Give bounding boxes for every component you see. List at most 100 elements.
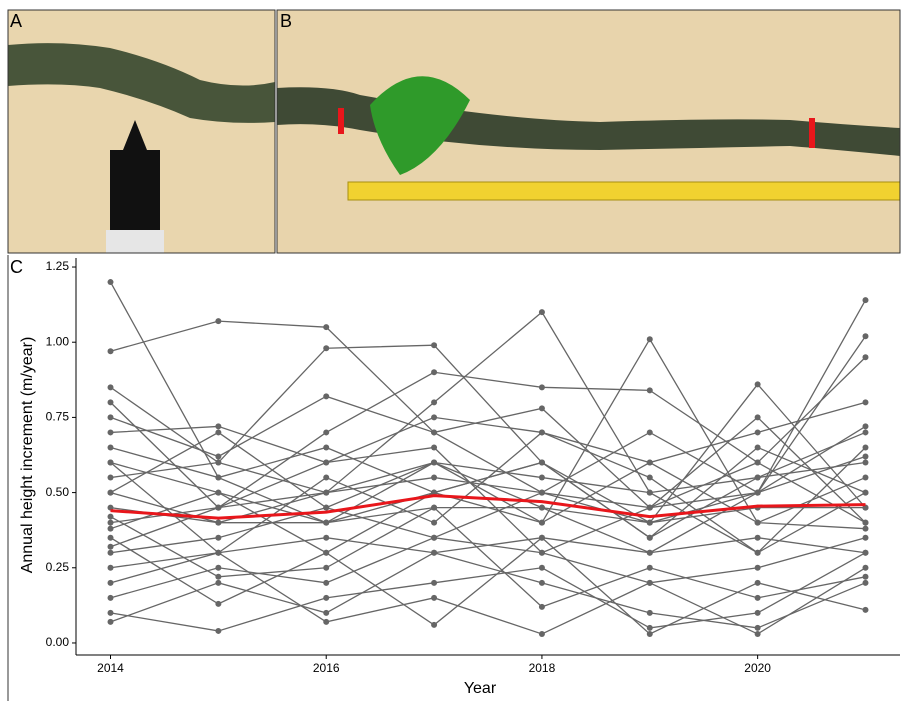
data-point <box>539 490 545 496</box>
data-point <box>108 526 114 532</box>
data-point <box>862 475 868 481</box>
data-point <box>647 429 653 435</box>
data-point <box>108 444 114 450</box>
data-point <box>755 625 761 631</box>
data-point <box>647 550 653 556</box>
data-point <box>108 544 114 550</box>
data-point <box>323 429 329 435</box>
data-point <box>862 535 868 541</box>
data-point <box>647 387 653 393</box>
series-line <box>111 282 866 553</box>
series-line <box>111 553 866 631</box>
data-point <box>323 444 329 450</box>
data-point <box>862 429 868 435</box>
data-point <box>323 619 329 625</box>
data-point <box>755 475 761 481</box>
data-point <box>862 444 868 450</box>
data-point <box>108 399 114 405</box>
data-point <box>323 520 329 526</box>
data-point <box>755 520 761 526</box>
data-point <box>862 490 868 496</box>
data-point <box>755 565 761 571</box>
data-point <box>108 595 114 601</box>
data-point <box>862 354 868 360</box>
data-point <box>755 490 761 496</box>
data-point <box>323 345 329 351</box>
data-point <box>431 429 437 435</box>
data-point <box>647 490 653 496</box>
data-point <box>431 369 437 375</box>
data-point <box>108 565 114 571</box>
data-point <box>647 565 653 571</box>
data-point <box>755 414 761 420</box>
data-point <box>647 631 653 637</box>
data-point <box>431 505 437 511</box>
data-point <box>215 565 221 571</box>
data-point <box>862 550 868 556</box>
data-point <box>108 384 114 390</box>
data-point <box>539 550 545 556</box>
x-tick-label: 2020 <box>744 661 771 675</box>
series-line <box>111 553 866 634</box>
data-point <box>431 520 437 526</box>
data-point <box>647 520 653 526</box>
x-tick-label: 2018 <box>529 661 556 675</box>
y-tick-label: 0.25 <box>46 560 70 574</box>
data-point <box>108 619 114 625</box>
data-point <box>539 309 545 315</box>
data-point <box>323 324 329 330</box>
data-point <box>108 279 114 285</box>
data-point <box>647 610 653 616</box>
y-tick-label: 0.00 <box>46 635 70 649</box>
data-point <box>431 342 437 348</box>
cut-marker <box>338 108 344 134</box>
data-point <box>431 550 437 556</box>
panel-label: B <box>280 11 292 31</box>
data-point <box>539 405 545 411</box>
data-point <box>215 535 221 541</box>
data-point <box>755 429 761 435</box>
data-point <box>647 625 653 631</box>
data-point <box>323 550 329 556</box>
data-point <box>539 505 545 511</box>
data-point <box>108 514 114 520</box>
data-point <box>431 399 437 405</box>
data-point <box>108 414 114 420</box>
figure: A B C Year Annual height increment (m/ye… <box>0 0 901 701</box>
data-point <box>539 535 545 541</box>
data-point <box>323 460 329 466</box>
data-point <box>431 622 437 628</box>
series-line <box>111 538 866 568</box>
data-point <box>647 580 653 586</box>
data-point <box>215 601 221 607</box>
data-point <box>862 526 868 532</box>
data-point <box>323 393 329 399</box>
data-point <box>215 505 221 511</box>
data-point <box>108 580 114 586</box>
data-point <box>862 574 868 580</box>
data-point <box>431 460 437 466</box>
data-point <box>755 460 761 466</box>
data-point <box>215 520 221 526</box>
data-point <box>862 423 868 429</box>
data-point <box>108 348 114 354</box>
pen-cap <box>106 230 164 253</box>
data-point <box>862 565 868 571</box>
series-line <box>111 553 866 628</box>
data-point <box>323 580 329 586</box>
data-point <box>108 535 114 541</box>
data-point <box>755 595 761 601</box>
data-point <box>108 610 114 616</box>
panel-label: C <box>10 257 23 277</box>
data-point <box>539 429 545 435</box>
data-point <box>215 423 221 429</box>
data-point <box>755 610 761 616</box>
data-point <box>539 604 545 610</box>
data-point <box>755 580 761 586</box>
data-point <box>755 444 761 450</box>
data-point <box>755 631 761 637</box>
data-point <box>862 580 868 586</box>
data-point <box>108 550 114 556</box>
data-point <box>215 574 221 580</box>
data-point <box>862 297 868 303</box>
